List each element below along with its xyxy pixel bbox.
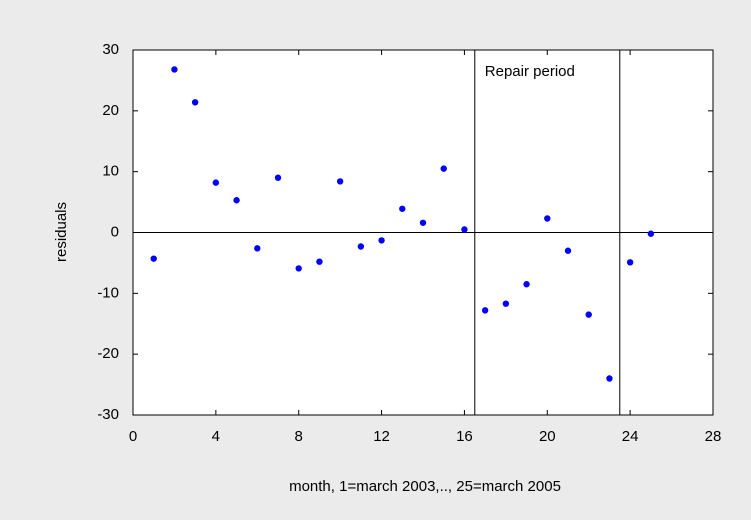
y-tick-label: 10 (102, 163, 119, 180)
point (150, 255, 157, 262)
x-tick-label: 28 (705, 428, 722, 445)
point (357, 243, 365, 250)
point (191, 99, 199, 106)
point (274, 174, 282, 181)
annotation: Repair period (485, 63, 575, 80)
y-tick-label: -30 (97, 406, 119, 423)
x-tick-label: 12 (373, 428, 390, 445)
point (626, 259, 634, 266)
point (481, 307, 489, 314)
x-tick-label: 8 (295, 428, 303, 445)
point (585, 311, 592, 318)
point (564, 247, 572, 254)
point (461, 226, 468, 233)
point (399, 205, 406, 212)
point (316, 258, 323, 265)
point (523, 281, 530, 288)
y-tick-label: 30 (102, 41, 119, 58)
point (378, 237, 385, 244)
point (233, 197, 240, 204)
point (647, 230, 655, 237)
point (440, 165, 447, 172)
point (295, 265, 302, 272)
y-tick-label: 20 (102, 102, 119, 119)
y-tick-label: 0 (111, 223, 119, 240)
x-tick-label: 0 (129, 428, 137, 445)
point (212, 179, 220, 186)
x-tick-label: 20 (539, 428, 556, 445)
point (254, 245, 261, 252)
point (171, 66, 178, 73)
x-tick-label: 24 (622, 428, 639, 445)
x-axis-label: month, 1=march 2003,.., 25=march 2005 (289, 478, 561, 495)
point (544, 215, 551, 222)
point (419, 219, 427, 226)
y-axis-label: residuals (53, 202, 70, 262)
x-tick-label: 4 (212, 428, 220, 445)
y-tick-label: -10 (97, 284, 119, 301)
point (502, 300, 510, 307)
point (606, 375, 613, 382)
y-tick-label: -20 (97, 345, 119, 362)
x-tick-label: 16 (456, 428, 473, 445)
point (336, 178, 344, 185)
